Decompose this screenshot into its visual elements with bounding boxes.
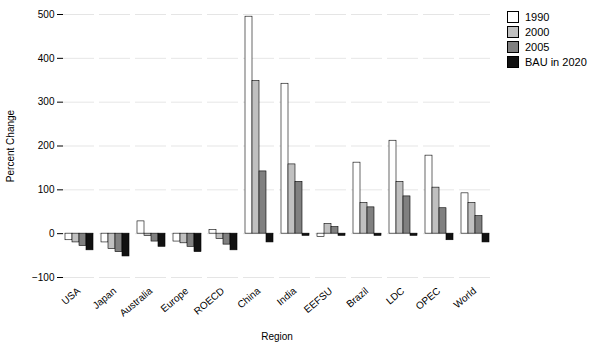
svg-text:100: 100: [38, 184, 55, 195]
html-text:BAU in 2020: BAU in 2020: [525, 56, 587, 68]
svg-text:Japan: Japan: [90, 285, 118, 311]
svg-text:Brazil: Brazil: [344, 285, 370, 310]
svg-text:LDC: LDC: [384, 285, 406, 306]
svg-text:ROECD: ROECD: [192, 285, 227, 317]
svg-text:−100: −100: [32, 272, 55, 283]
svg-text:China: China: [235, 285, 262, 311]
svg-text:400: 400: [38, 53, 55, 64]
svg-text:Region: Region: [261, 331, 293, 342]
html-text:2000: 2000: [525, 26, 550, 38]
svg-text:Australia: Australia: [117, 285, 154, 319]
svg-text:500: 500: [38, 9, 55, 20]
svg-text:0: 0: [49, 228, 55, 239]
svg-text:USA: USA: [60, 285, 83, 307]
svg-text:World: World: [451, 285, 478, 310]
svg-text:Percent Change: Percent Change: [5, 109, 16, 182]
svg-text:300: 300: [38, 96, 55, 107]
svg-text:EEFSU: EEFSU: [302, 285, 335, 315]
svg-text:OPEC: OPEC: [414, 285, 443, 312]
html-text:1990: 1990: [525, 11, 550, 23]
svg-text:200: 200: [38, 140, 55, 151]
html-text:2005: 2005: [525, 41, 550, 53]
svg-text:Europe: Europe: [159, 285, 191, 314]
svg-text:India: India: [275, 285, 299, 308]
